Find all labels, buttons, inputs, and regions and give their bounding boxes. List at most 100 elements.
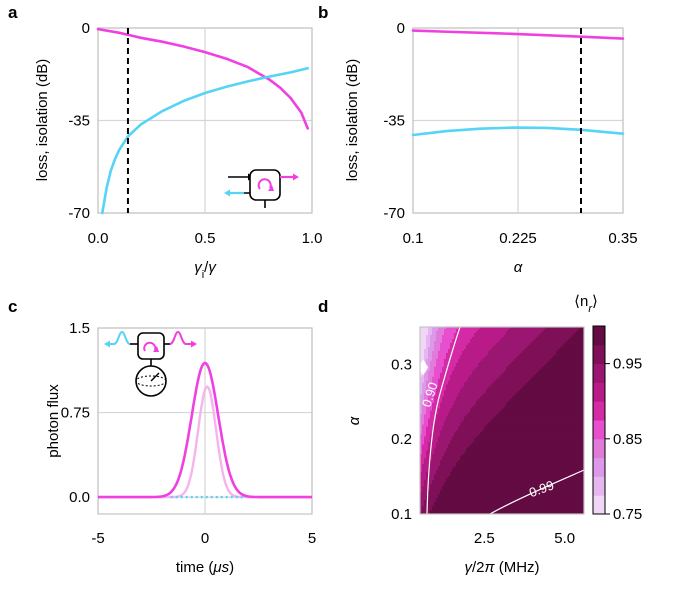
- heatmap-cell: [422, 414, 425, 418]
- heatmap-cell: [448, 340, 451, 344]
- heatmap-cell: [490, 484, 493, 487]
- heatmap-cell: [482, 412, 485, 416]
- heatmap-cell: [506, 330, 509, 334]
- heatmap-cell: [506, 390, 509, 394]
- heatmap-cell: [462, 346, 465, 350]
- heatmap-cell: [508, 344, 511, 348]
- heatmap-cell: [430, 432, 433, 436]
- heatmap-cell: [462, 480, 465, 483]
- heatmap-cell: [494, 406, 497, 410]
- heatmap-cell: [504, 452, 507, 455]
- heatmap-cell: [452, 496, 455, 499]
- heatmap-cell: [468, 396, 471, 400]
- heatmap-cell: [436, 430, 439, 434]
- heatmap-cell: [472, 430, 475, 434]
- heatmap-cell: [496, 350, 499, 354]
- heatmap-cell: [460, 488, 463, 491]
- heatmap-cell: [436, 444, 439, 447]
- heatmap-cell: [516, 412, 519, 416]
- heatmap-cell: [522, 432, 525, 436]
- heatmap-cell: [490, 362, 493, 366]
- heatmap-cell: [464, 440, 467, 443]
- heatmap-cell: [466, 468, 469, 471]
- heatmap-cell: [454, 412, 457, 416]
- heatmap-cell: [456, 458, 459, 461]
- heatmap-cell: [504, 424, 507, 428]
- heatmap-cell: [464, 418, 467, 422]
- heatmap-cell: [448, 428, 451, 432]
- heatmap-cell: [462, 342, 465, 346]
- heatmap-cell: [456, 506, 459, 509]
- heatmap-cell: [442, 366, 445, 370]
- heatmap-cell: [490, 394, 493, 398]
- heatmap-cell: [460, 370, 463, 374]
- heatmap-cell: [514, 476, 517, 479]
- heatmap-cell: [426, 402, 429, 406]
- heatmap-cell: [500, 350, 503, 354]
- heatmap-cell: [440, 432, 443, 436]
- heatmap-cell: [496, 418, 499, 422]
- heatmap-cell: [496, 512, 499, 514]
- heatmap-cell: [482, 490, 485, 493]
- heatmap-cell: [470, 412, 473, 416]
- heatmap-cell: [504, 484, 507, 487]
- heatmap-cell: [496, 506, 499, 509]
- heatmap-cell: [476, 436, 479, 439]
- heatmap-cell: [454, 378, 457, 382]
- heatmap-cell: [468, 422, 471, 426]
- heatmap-cell: [456, 346, 459, 350]
- heatmap-cell: [496, 500, 499, 503]
- heatmap-cell: [502, 488, 505, 491]
- heatmap-cell: [450, 410, 453, 414]
- heatmap-cell: [488, 404, 491, 408]
- heatmap-cell: [484, 394, 487, 398]
- heatmap-cell: [422, 408, 425, 412]
- heatmap-cell: [516, 400, 519, 404]
- heatmap-cell: [440, 330, 443, 334]
- heatmap-cell: [430, 386, 433, 390]
- heatmap-cell: [468, 460, 471, 463]
- heatmap-cell: [502, 348, 505, 352]
- heatmap-cell: [476, 362, 479, 366]
- heatmap-cell: [434, 386, 437, 390]
- heatmap-cell: [424, 470, 427, 473]
- heatmap-cell: [476, 426, 479, 430]
- heatmap-cell: [494, 388, 497, 392]
- heatmap-cell: [522, 382, 525, 386]
- heatmap-cell: [490, 504, 493, 507]
- heatmap-cell: [480, 490, 483, 493]
- heatmap-cell: [484, 468, 487, 471]
- heatmap-cell: [490, 422, 493, 426]
- heatmap-cell: [496, 440, 499, 443]
- heatmap-cell: [460, 470, 463, 473]
- heatmap-cell: [464, 354, 467, 358]
- heatmap-cell: [472, 490, 475, 493]
- heatmap-cell: [464, 406, 467, 410]
- heatmap-cell: [484, 416, 487, 420]
- heatmap-cell: [520, 450, 523, 453]
- heatmap-cell: [462, 416, 465, 420]
- heatmap-cell: [496, 486, 499, 489]
- heatmap-cell: [456, 378, 459, 382]
- heatmap-cell: [468, 408, 471, 412]
- heatmap-cell: [472, 480, 475, 483]
- heatmap-cell: [438, 358, 441, 362]
- heatmap-cell: [440, 352, 443, 356]
- heatmap-cell: [464, 336, 467, 340]
- heatmap-cell: [450, 328, 453, 332]
- heatmap-cell: [480, 384, 483, 388]
- heatmap-cell: [444, 498, 447, 501]
- heatmap-cell: [516, 424, 519, 428]
- heatmap-cell: [460, 350, 463, 354]
- heatmap-cell: [480, 446, 483, 449]
- heatmap-cell: [516, 344, 519, 348]
- heatmap-cell: [476, 332, 479, 336]
- heatmap-cell: [460, 446, 463, 449]
- heatmap-cell: [432, 502, 435, 505]
- heatmap-cell: [454, 418, 457, 422]
- heatmap-cell: [510, 432, 513, 436]
- heatmap-cell: [490, 344, 493, 348]
- heatmap-cell: [420, 380, 423, 384]
- panel-c-ytick: 1.5: [69, 320, 90, 337]
- heatmap-cell: [510, 356, 513, 360]
